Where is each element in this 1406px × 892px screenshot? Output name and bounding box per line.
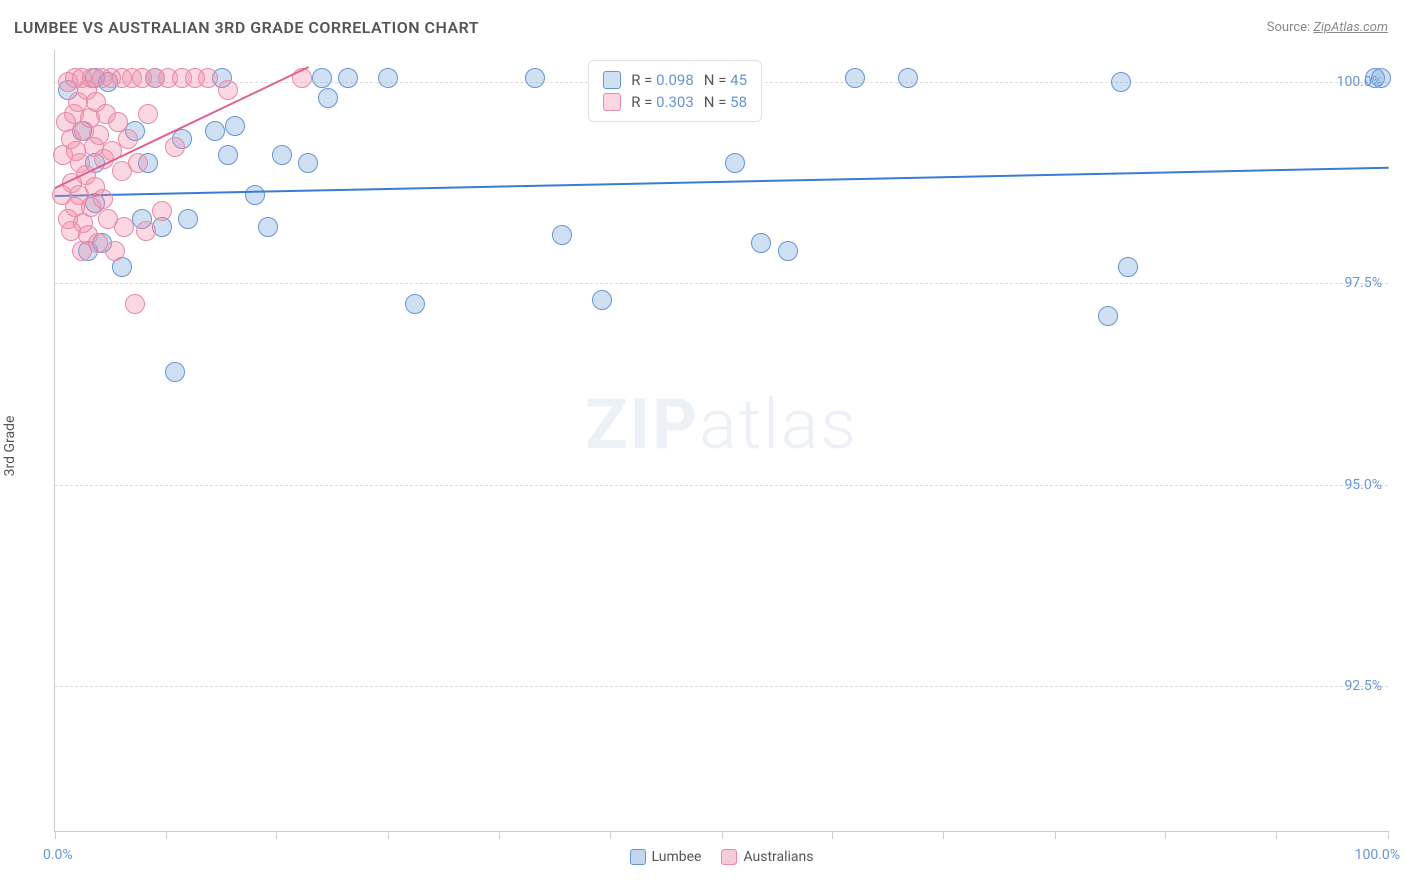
legend-swatch: [603, 93, 621, 111]
x-tick: [55, 831, 56, 839]
watermark: ZIPatlas: [585, 384, 858, 466]
x-tick: [943, 831, 944, 839]
source-link[interactable]: ZipAtlas.com: [1313, 20, 1388, 35]
scatter-point: [114, 217, 134, 237]
scatter-point: [245, 185, 265, 205]
scatter-point: [1111, 72, 1131, 92]
legend-swatch: [603, 71, 621, 89]
gridline: [55, 485, 1388, 486]
x-tick: [388, 831, 389, 839]
legend-row: R = 0.098N = 45: [603, 69, 747, 91]
scatter-point: [128, 153, 148, 173]
scatter-point: [751, 233, 771, 253]
trend-line: [55, 167, 1389, 197]
legend-item: Australians: [721, 849, 813, 865]
scatter-point: [378, 68, 398, 88]
scatter-point: [138, 104, 158, 124]
plot-area: ZIPatlas 0.0% 100.0% 100.0%97.5%95.0%92.…: [54, 50, 1388, 832]
x-tick: [166, 831, 167, 839]
scatter-point: [592, 290, 612, 310]
legend-row: R = 0.303N = 58: [603, 91, 747, 113]
scatter-point: [258, 217, 278, 237]
scatter-point: [898, 68, 918, 88]
scatter-point: [118, 129, 138, 149]
scatter-point: [845, 68, 865, 88]
scatter-point: [1371, 68, 1391, 88]
legend-item: Lumbee: [629, 849, 701, 865]
y-tick-label: 92.5%: [1344, 678, 1382, 694]
scatter-point: [1118, 257, 1138, 277]
scatter-point: [136, 221, 156, 241]
y-tick-label: 97.5%: [1344, 275, 1382, 291]
x-tick: [1055, 831, 1056, 839]
x-axis-min-label: 0.0%: [43, 847, 73, 863]
scatter-point: [218, 145, 238, 165]
scatter-point: [1098, 306, 1118, 326]
scatter-point: [105, 241, 125, 261]
legend-swatch: [721, 849, 737, 865]
scatter-point: [152, 201, 172, 221]
x-tick: [832, 831, 833, 839]
scatter-point: [165, 137, 185, 157]
y-tick-label: 95.0%: [1344, 477, 1382, 493]
scatter-point: [218, 80, 238, 100]
scatter-point: [165, 362, 185, 382]
x-tick: [499, 831, 500, 839]
scatter-point: [318, 88, 338, 108]
scatter-point: [93, 189, 113, 209]
scatter-point: [525, 68, 545, 88]
scatter-point: [405, 294, 425, 314]
series-legend: Lumbee Australians: [629, 849, 813, 865]
scatter-point: [205, 121, 225, 141]
x-tick: [610, 831, 611, 839]
scatter-point: [312, 68, 332, 88]
scatter-point: [272, 145, 292, 165]
scatter-point: [198, 68, 218, 88]
y-axis-label: 3rd Grade: [2, 416, 18, 477]
gridline: [55, 283, 1388, 284]
x-tick: [276, 831, 277, 839]
x-axis-max-label: 100.0%: [1355, 847, 1400, 863]
x-tick: [1388, 831, 1389, 839]
legend-swatch: [629, 849, 645, 865]
chart-title: LUMBEE VS AUSTRALIAN 3RD GRADE CORRELATI…: [14, 18, 479, 37]
source-label: Source: ZipAtlas.com: [1267, 20, 1388, 35]
x-tick: [1276, 831, 1277, 839]
scatter-point: [125, 294, 145, 314]
gridline: [55, 686, 1388, 687]
scatter-point: [338, 68, 358, 88]
scatter-point: [725, 153, 745, 173]
scatter-point: [298, 153, 318, 173]
correlation-legend: R = 0.098N = 45R = 0.303N = 58: [588, 60, 762, 122]
scatter-point: [225, 116, 245, 136]
scatter-point: [778, 241, 798, 261]
scatter-point: [178, 209, 198, 229]
x-tick: [1165, 831, 1166, 839]
x-tick: [722, 831, 723, 839]
scatter-point: [552, 225, 572, 245]
